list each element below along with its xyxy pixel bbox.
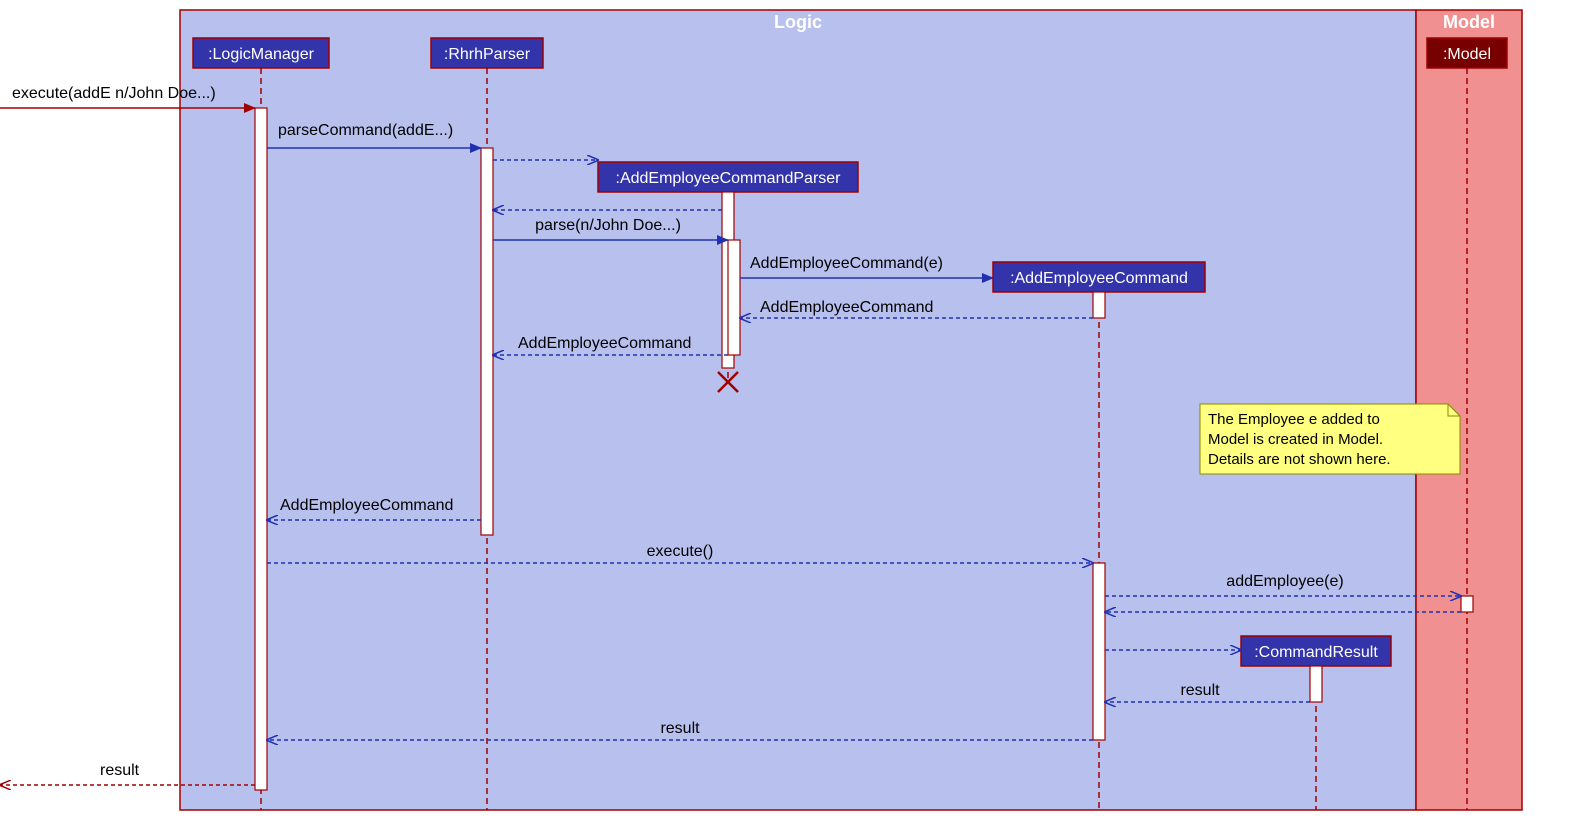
note-text: The Employee e added to <box>1208 411 1380 428</box>
message-label: result <box>1180 682 1220 699</box>
participant-label-logicManager: :LogicManager <box>208 46 315 63</box>
message-label: addEmployee(e) <box>1226 573 1343 590</box>
message-label: parse(n/John Doe...) <box>535 217 681 234</box>
message-label: execute() <box>647 543 714 560</box>
activation-addEmpParser <box>728 240 740 355</box>
activation-cmdResult <box>1310 666 1322 702</box>
message-label: execute(addE n/John Doe...) <box>12 85 216 102</box>
participant-label-modelP: :Model <box>1443 46 1491 63</box>
frame-label-model: Model <box>1443 12 1495 32</box>
message-label: result <box>660 720 700 737</box>
activation-modelP <box>1461 596 1473 612</box>
activation-addEmpCmd <box>1093 292 1105 318</box>
message-label: AddEmployeeCommand <box>518 335 691 352</box>
activation-addEmpCmd <box>1093 563 1105 740</box>
message-label: result <box>100 762 140 779</box>
message-label: AddEmployeeCommand <box>760 299 933 316</box>
participant-label-addEmpCmd: :AddEmployeeCommand <box>1010 270 1188 287</box>
note-text: Model is created in Model. <box>1208 431 1383 448</box>
participant-label-cmdResult: :CommandResult <box>1254 644 1378 661</box>
message-label: parseCommand(addE...) <box>278 122 453 139</box>
participant-label-addEmpParser: :AddEmployeeCommandParser <box>616 170 842 187</box>
participant-label-rhrhParser: :RhrhParser <box>444 46 531 63</box>
activation-rhrhParser <box>481 148 493 535</box>
activation-logicManager <box>255 108 267 790</box>
message-label: AddEmployeeCommand <box>280 497 453 514</box>
message-label: AddEmployeeCommand(e) <box>750 255 943 272</box>
note-text: Details are not shown here. <box>1208 451 1391 468</box>
frame-label-logic: Logic <box>774 12 822 32</box>
